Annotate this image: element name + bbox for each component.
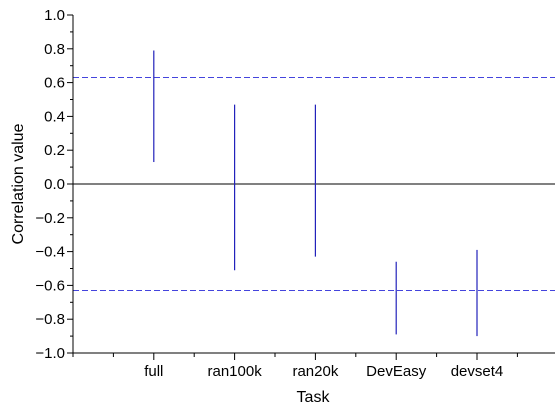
interval-bars — [153, 50, 478, 337]
y-tick-label: −0.6 — [35, 277, 65, 294]
y-tick-label: 1.0 — [44, 7, 65, 24]
x-tick-label: ran100k — [207, 363, 262, 380]
x-tick-label: DevEasy — [366, 363, 427, 380]
x-axis-title: Task — [297, 389, 331, 406]
y-tick-label: −0.4 — [35, 244, 65, 261]
y-axis-title: Correlation value — [10, 123, 27, 244]
reference-lines — [73, 77, 555, 291]
y-tick-label: −1.0 — [35, 345, 65, 362]
x-tick-label: ran20k — [292, 363, 338, 380]
y-tick-label: 0.6 — [44, 75, 65, 92]
y-tick-label: 0.8 — [44, 41, 65, 58]
y-tick-label: 0.0 — [44, 176, 65, 193]
x-tick-label: full — [144, 363, 163, 380]
y-tick-label: 0.2 — [44, 142, 65, 159]
x-tick-label: devset4 — [451, 363, 504, 380]
y-tick-label: 0.4 — [44, 108, 65, 125]
y-tick-label: −0.8 — [35, 311, 65, 328]
y-tick-label: −0.2 — [35, 210, 65, 227]
y-ticks: −1.0 −0.8 −0.6 −0.4 −0.2 0.0 0.2 0.4 0.6 0.8 1.0 — [35, 7, 73, 362]
x-ticks: full ran100k ran20k DevEasy devset4 — [72, 353, 518, 380]
